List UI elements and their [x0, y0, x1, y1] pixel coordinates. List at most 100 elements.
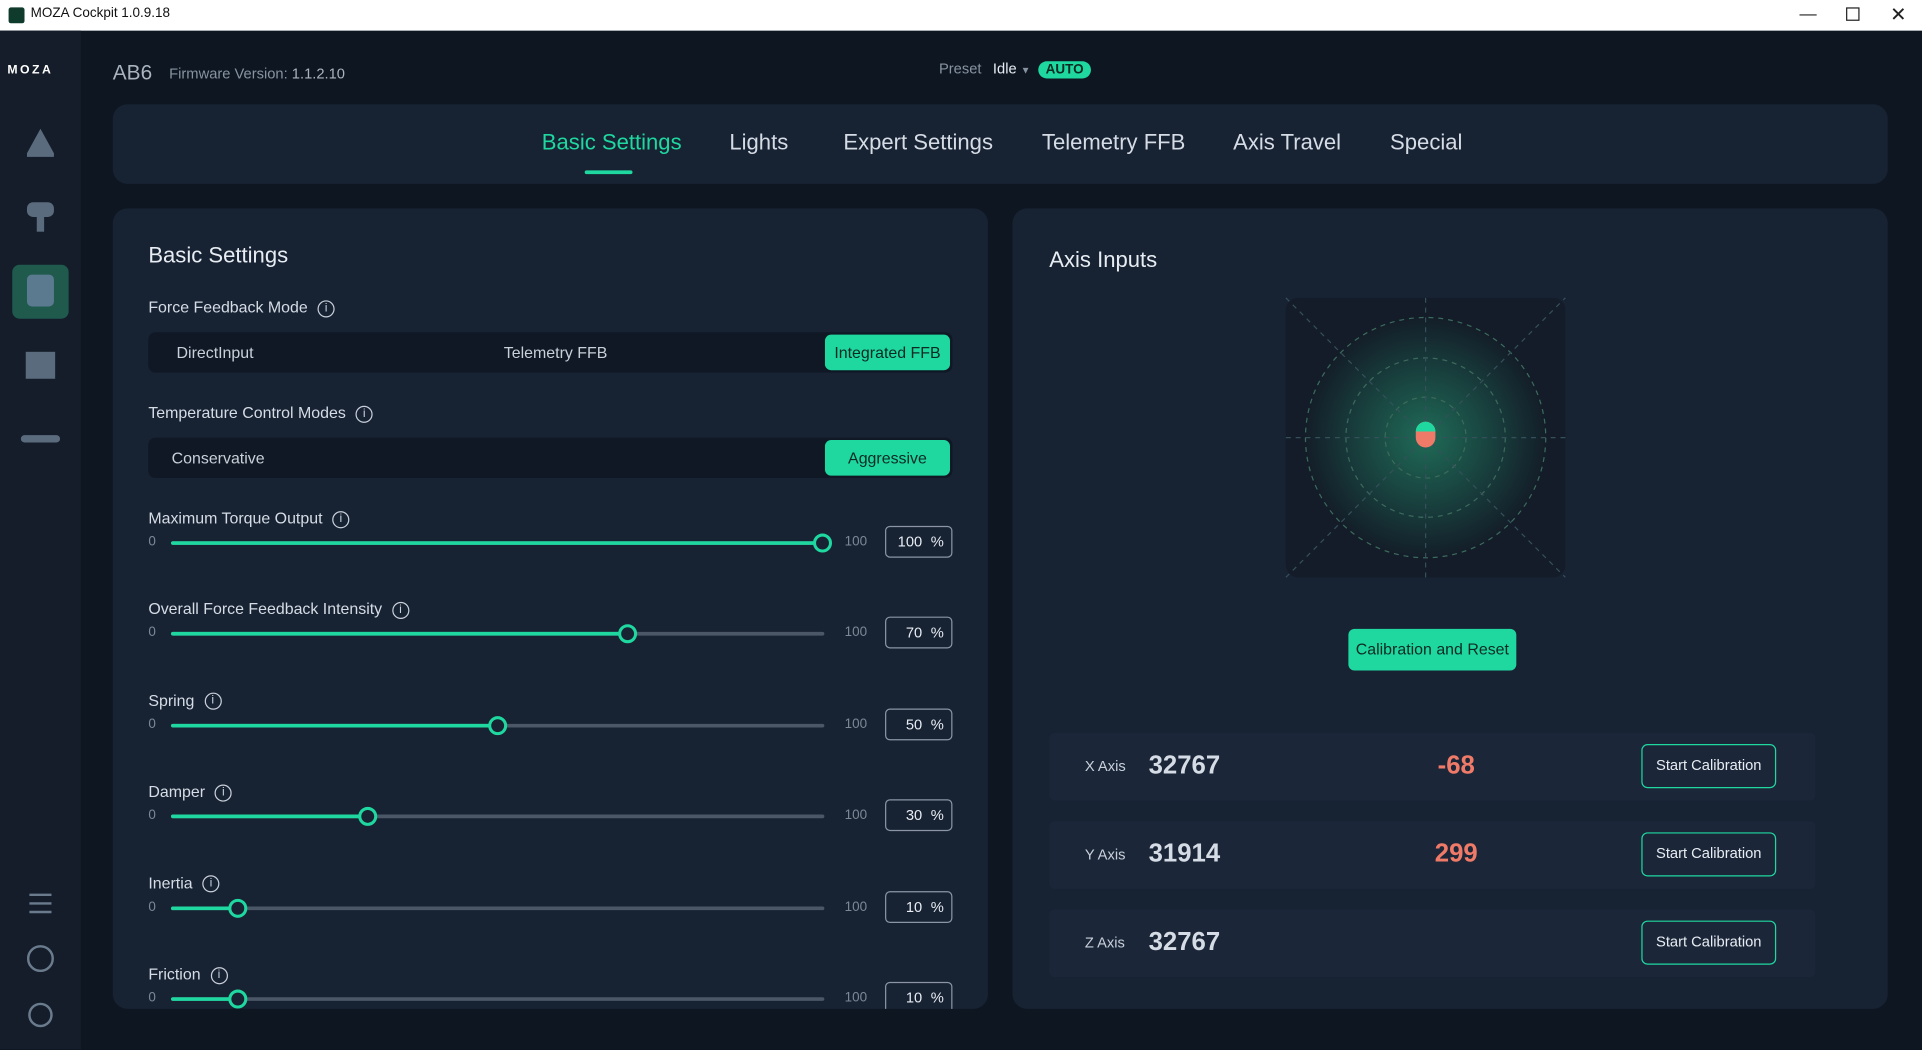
app-icon [8, 7, 25, 24]
start-calibration-button[interactable]: Start Calibration [1641, 744, 1777, 789]
info-icon[interactable] [202, 875, 220, 893]
option[interactable]: Telemetry FFB [503, 343, 608, 362]
slider[interactable] [162, 804, 848, 829]
firmware-label: Firmware Version: [169, 64, 288, 83]
axis-row: Z Axis 32767 Start Calibration [1049, 909, 1816, 977]
slider[interactable] [162, 987, 848, 1009]
value-text: 100 [897, 533, 923, 551]
preset-value[interactable]: Idle [992, 60, 1017, 78]
slider[interactable] [162, 622, 848, 647]
label-text: Temperature Control Modes [148, 403, 346, 422]
info-icon[interactable] [204, 693, 222, 711]
axis-label: X Axis [1084, 757, 1126, 775]
slider-max: 100 [844, 899, 868, 914]
handbrake-icon[interactable] [20, 435, 61, 443]
info-icon[interactable] [317, 299, 335, 317]
label-text: Damper [148, 782, 206, 801]
unit: % [930, 533, 944, 551]
info-icon[interactable] [355, 405, 373, 423]
slider-label: Damper [148, 782, 232, 802]
info-icon[interactable] [332, 510, 350, 528]
basic-settings-panel: Basic Settings Force Feedback Mode Direct… [112, 208, 988, 1009]
value-input[interactable]: 10% [885, 981, 953, 1009]
slider-knob[interactable] [488, 715, 508, 735]
tab-underline [584, 170, 633, 175]
slider[interactable] [162, 713, 848, 738]
segmented-control: DirectInput Telemetry FFB Integrated FFB [148, 332, 953, 373]
setting-label: Force Feedback Mode [148, 298, 335, 317]
slider-label: Overall Force Feedback Intensity [148, 600, 410, 619]
value-text: 10 [905, 989, 923, 1007]
start-calibration-button[interactable]: Start Calibration [1641, 832, 1777, 877]
axis-offset: 299 [1434, 839, 1478, 868]
tab[interactable]: Lights [729, 129, 789, 155]
slider-knob[interactable] [228, 989, 248, 1009]
sidebar: MOZA [0, 30, 81, 1050]
slider-knob[interactable] [358, 807, 378, 827]
slider[interactable] [162, 896, 848, 921]
tab[interactable]: Basic Settings [541, 129, 682, 155]
maximize[interactable] [1846, 7, 1860, 21]
info-icon[interactable] [391, 601, 410, 619]
unit: % [930, 989, 944, 1007]
preset-badge: AUTO [1038, 61, 1091, 79]
axis-row: X Axis 32767 -68 Start Calibration [1049, 733, 1816, 801]
pedal-icon[interactable] [25, 351, 56, 379]
wheel-icon[interactable] [26, 202, 54, 217]
axis-offset: -68 [1437, 751, 1475, 780]
info-icon[interactable] [214, 784, 232, 802]
label-text: Friction [148, 964, 201, 984]
slider-label: Inertia [148, 873, 220, 893]
label-text: Maximum Torque Output [148, 508, 323, 528]
value-text: 10 [905, 898, 923, 916]
slider-min: 0 [148, 990, 156, 1006]
option[interactable]: Conservative [171, 448, 265, 468]
option-selected[interactable]: Integrated FFB [824, 334, 950, 371]
tab[interactable]: Telemetry FFB [1041, 129, 1186, 155]
unit: % [930, 898, 944, 916]
device-name: AB6 [112, 61, 153, 85]
tab[interactable]: Special [1390, 129, 1463, 155]
axis-raw: 32767 [1148, 751, 1221, 780]
label-text: Inertia [148, 873, 193, 892]
home-icon[interactable] [26, 128, 54, 157]
info-icon[interactable] [210, 966, 228, 984]
axis-label: Y Axis [1084, 845, 1126, 863]
label-text: Spring [148, 691, 195, 710]
slider-knob[interactable] [228, 898, 248, 918]
axis-inputs-panel: Axis Inputs Calibration and Reset Y0X065… [1012, 208, 1888, 1009]
axis-raw: 31914 [1148, 839, 1221, 868]
slider[interactable] [162, 531, 848, 556]
window-title: MOZA Cockpit 1.0.9.18 [30, 6, 171, 21]
value-input[interactable]: 100% [885, 525, 953, 558]
slider-knob[interactable] [618, 624, 638, 644]
value-input[interactable]: 30% [885, 799, 953, 832]
tab[interactable]: Expert Settings [843, 129, 993, 155]
value-text: 30 [905, 806, 923, 824]
value-text: 70 [905, 624, 923, 642]
preset-label: Preset [938, 60, 982, 78]
value-input[interactable]: 10% [885, 890, 953, 923]
close[interactable]: ✕ [1890, 4, 1907, 26]
tab-bar: Basic Settings Lights Expert Settings Telem… [112, 104, 1888, 184]
slider-label: Friction [148, 964, 228, 984]
panel-title: Axis Inputs [1049, 247, 1158, 273]
option-selected[interactable]: Aggressive [824, 440, 950, 476]
axis-row: Y Axis 31914 299 Start Calibration [1049, 821, 1816, 889]
preset: Preset Idle ▼ AUTO [938, 60, 1091, 79]
slider-knob[interactable] [813, 533, 833, 553]
slider-min: 0 [148, 808, 156, 823]
value-input[interactable]: 70% [885, 617, 953, 649]
slider-max: 100 [844, 625, 868, 641]
start-calibration-button[interactable]: Start Calibration [1641, 920, 1777, 965]
unit: % [930, 715, 944, 733]
slider-min: 0 [148, 899, 156, 914]
value-input[interactable]: 50% [885, 708, 953, 741]
minimize[interactable]: — [1799, 3, 1817, 24]
option[interactable]: DirectInput [176, 343, 254, 362]
tab[interactable]: Axis Travel [1233, 129, 1342, 155]
logo: MOZA [7, 63, 54, 78]
axis-raw: 32767 [1148, 927, 1221, 957]
calibration-reset-button[interactable]: Calibration and Reset [1348, 628, 1517, 671]
